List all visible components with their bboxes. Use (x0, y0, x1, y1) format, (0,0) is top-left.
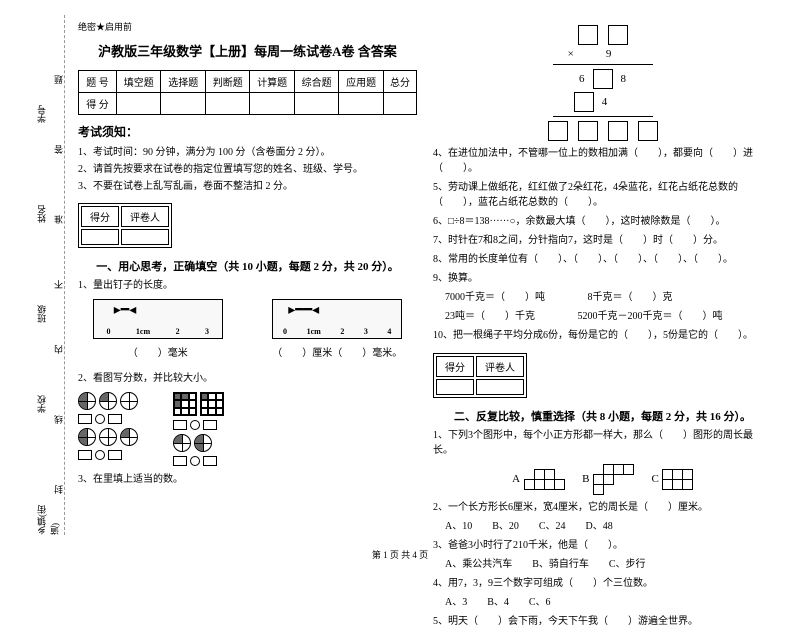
circle-fraction (120, 392, 138, 410)
exam-title: 沪教版三年级数学【上册】每周一练试卷A卷 含答案 (78, 41, 417, 60)
q9c: 23吨＝（ ）千克 (445, 311, 535, 322)
sidebar-field: 学校 (35, 395, 48, 413)
q5: 5、劳动课上做纸花，红红做了2朵红花，4朵蓝花，红花占纸花总数的（ ），蓝花占纸… (433, 180, 772, 210)
th: 题 号 (79, 71, 117, 93)
s2q5: 5、明天（ ）会下雨，今天下午我（ ）游遍全世界。 (433, 614, 772, 629)
notice-heading: 考试须知： (78, 123, 417, 140)
q2: 2、看图写分数，并比较大小。 (78, 371, 417, 386)
s2q4-opts: A、3 B、4 C、6 (433, 595, 772, 610)
grid-fraction (173, 392, 197, 416)
q1: 1、量出钉子的长度。 (78, 278, 417, 293)
sidebar-marker: 封 (52, 485, 65, 494)
sidebar-marker: 题 (52, 75, 65, 84)
circle-fraction (194, 434, 212, 452)
td: 得 分 (79, 93, 117, 115)
sidebar-marker: 答 (52, 145, 65, 154)
q9: 9、换算。 (433, 271, 772, 286)
q9d: 5200千克－200千克＝（ ）吨 (578, 311, 723, 322)
sidebar-field: 班级 (35, 305, 48, 323)
q4: 4、在进位加法中，不管哪一位上的数相加满（ ），都要向（ ）进（ ）。 (433, 146, 772, 176)
notice-item: 1、考试时间：90 分钟，满分为 100 分（含卷面分 2 分）。 (78, 146, 417, 160)
shape-c (663, 469, 693, 489)
q7: 7、时针在7和8之间，分针指向7，这时是（ ）时（ ）分。 (433, 233, 772, 248)
circle-fraction (120, 428, 138, 446)
ruler2-label: （ ）厘米（ ）毫米。 (272, 346, 402, 361)
s2q4: 4、用7，3，9三个数字可组成（ ）个三位数。 (433, 576, 772, 591)
grader-box: 得分评卷人 (78, 203, 172, 248)
q10: 10、把一根绳子平均分成6份，每份是它的（ ），5份是它的（ ）。 (433, 328, 772, 343)
fraction-figures (78, 392, 417, 466)
circle-fraction (99, 428, 117, 446)
sidebar-marker: 准 (52, 215, 65, 224)
ruler-1: ▸━◂ 0 1cm 2 3 (93, 299, 223, 339)
sidebar-marker: 线 (52, 415, 65, 424)
section2-title: 二、反复比较，慎重选择（共 8 小题，每题 2 分，共 16 分）。 (433, 408, 772, 424)
nail-icon: ▸━◂ (114, 302, 136, 319)
th: 选择题 (161, 71, 205, 93)
th: 填空题 (117, 71, 161, 93)
left-column: 绝密★启用前 沪教版三年级数学【上册】每周一练试卷A卷 含答案 题 号 填空题 … (70, 20, 425, 540)
notice-item: 3、不要在试卷上乱写乱画，卷面不整洁扣 2 分。 (78, 180, 417, 194)
sidebar-field: 乡镇(街道) (35, 495, 61, 535)
circle-fraction (78, 392, 96, 410)
th: 总分 (383, 71, 416, 93)
multiplication-figure: ×9 68 4 (433, 25, 772, 141)
circle-fraction (78, 428, 96, 446)
ruler1-label: （ ）毫米 (93, 346, 223, 361)
shape-b (593, 464, 633, 494)
q3: 3、在里填上适当的数。 (78, 472, 417, 487)
section1-title: 一、用心思考，正确填空（共 10 小题，每题 2 分，共 20 分）。 (78, 258, 417, 274)
nail-icon: ▸━━◂ (288, 302, 319, 319)
right-column: ×9 68 4 4、在进位加法中，不管哪一位上的数相加满（ ），都要向（ ）进（… (425, 20, 780, 540)
ruler-2: ▸━━◂ 0 1cm 2 3 4 (272, 299, 402, 339)
circle-fraction (99, 392, 117, 410)
sidebar-marker: 内 (52, 345, 65, 354)
binding-sidebar: 乡镇(街道) 学校 班级 姓名 学号 封 线 内 不 准 答 题 (10, 15, 65, 535)
s2q2: 2、一个长方形长6厘米，宽4厘米，它的周长是（ ）厘米。 (433, 500, 772, 515)
th: 综合题 (294, 71, 338, 93)
q8: 8、常用的长度单位有（ ）、（ ）、（ ）、（ ）、（ ）。 (433, 252, 772, 267)
circle-fraction (173, 434, 191, 452)
sidebar-field: 姓名 (35, 205, 48, 223)
q9a: 7000千克＝（ ）吨 (445, 292, 545, 303)
q6: 6、□÷8＝138······○，余数最大填（ ），这时被除数是（ ）。 (433, 214, 772, 229)
score-summary-table: 题 号 填空题 选择题 判断题 计算题 综合题 应用题 总分 得 分 (78, 70, 417, 115)
grid-fraction (200, 392, 224, 416)
th: 判断题 (205, 71, 249, 93)
th: 应用题 (339, 71, 383, 93)
grader-box-2: 得分评卷人 (433, 353, 527, 398)
s2q1: 1、下列3个图形中，每个小正方形都一样大，那么（ ）图形的周长最长。 (433, 428, 772, 458)
perimeter-choices: A B C (433, 464, 772, 494)
th: 计算题 (250, 71, 294, 93)
page-footer: 第 1 页 共 4 页 (0, 548, 800, 561)
q9b: 8千克＝（ ）克 (588, 292, 673, 303)
sidebar-field: 学号 (35, 105, 48, 123)
s2q2-opts: A、10 B、20 C、24 D、48 (433, 519, 772, 534)
confidential-badge: 绝密★启用前 (78, 20, 417, 33)
ruler-figures: ▸━◂ 0 1cm 2 3 （ ）毫米 ▸━━◂ 0 1cm 2 (78, 299, 417, 365)
notice-item: 2、请首先按要求在试卷的指定位置填写您的姓名、班级、学号。 (78, 163, 417, 177)
shape-a (524, 469, 564, 489)
sidebar-marker: 不 (52, 280, 65, 289)
